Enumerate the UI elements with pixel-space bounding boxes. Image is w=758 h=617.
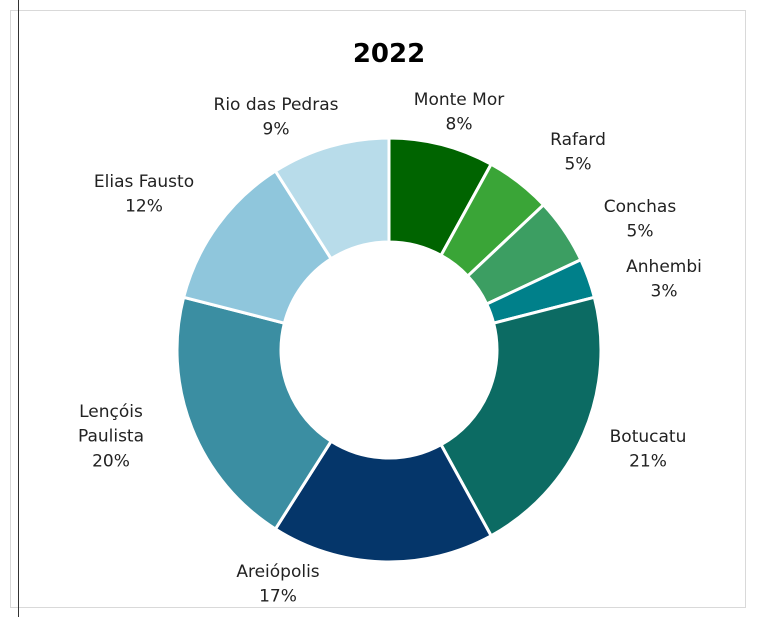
slice-label-rafard: Rafard 5% [550, 130, 606, 175]
slice-label-lencois-paulista: Lençóis Paulista 20% [78, 402, 144, 471]
left-edge-line [18, 0, 19, 617]
slice-label-anhembi: Anhembi 3% [626, 257, 702, 302]
slice-areiopolis [273, 439, 494, 564]
slice-label-monte-mor: Monte Mor 8% [414, 90, 504, 135]
slice-label-areiopolis: Areiópolis 17% [236, 562, 319, 607]
labels-group: Monte Mor 8% Rafard 5% Conchas 5% Anhembi 3% Bot… [78, 90, 702, 607]
slice-label-rio-das-pedras: Rio das Pedras 9% [214, 95, 339, 140]
slice-rio-das-pedras [273, 136, 391, 261]
slice-lencois-paulista [175, 295, 334, 532]
slice-botucatu [438, 295, 603, 538]
slice-label-conchas: Conchas 5% [604, 197, 677, 242]
slice-label-elias-fausto: Elias Fausto 12% [94, 172, 194, 217]
slice-label-botucatu: Botucatu 21% [610, 427, 687, 472]
chart-title: 2022 [353, 39, 425, 69]
slices-group [175, 136, 603, 564]
